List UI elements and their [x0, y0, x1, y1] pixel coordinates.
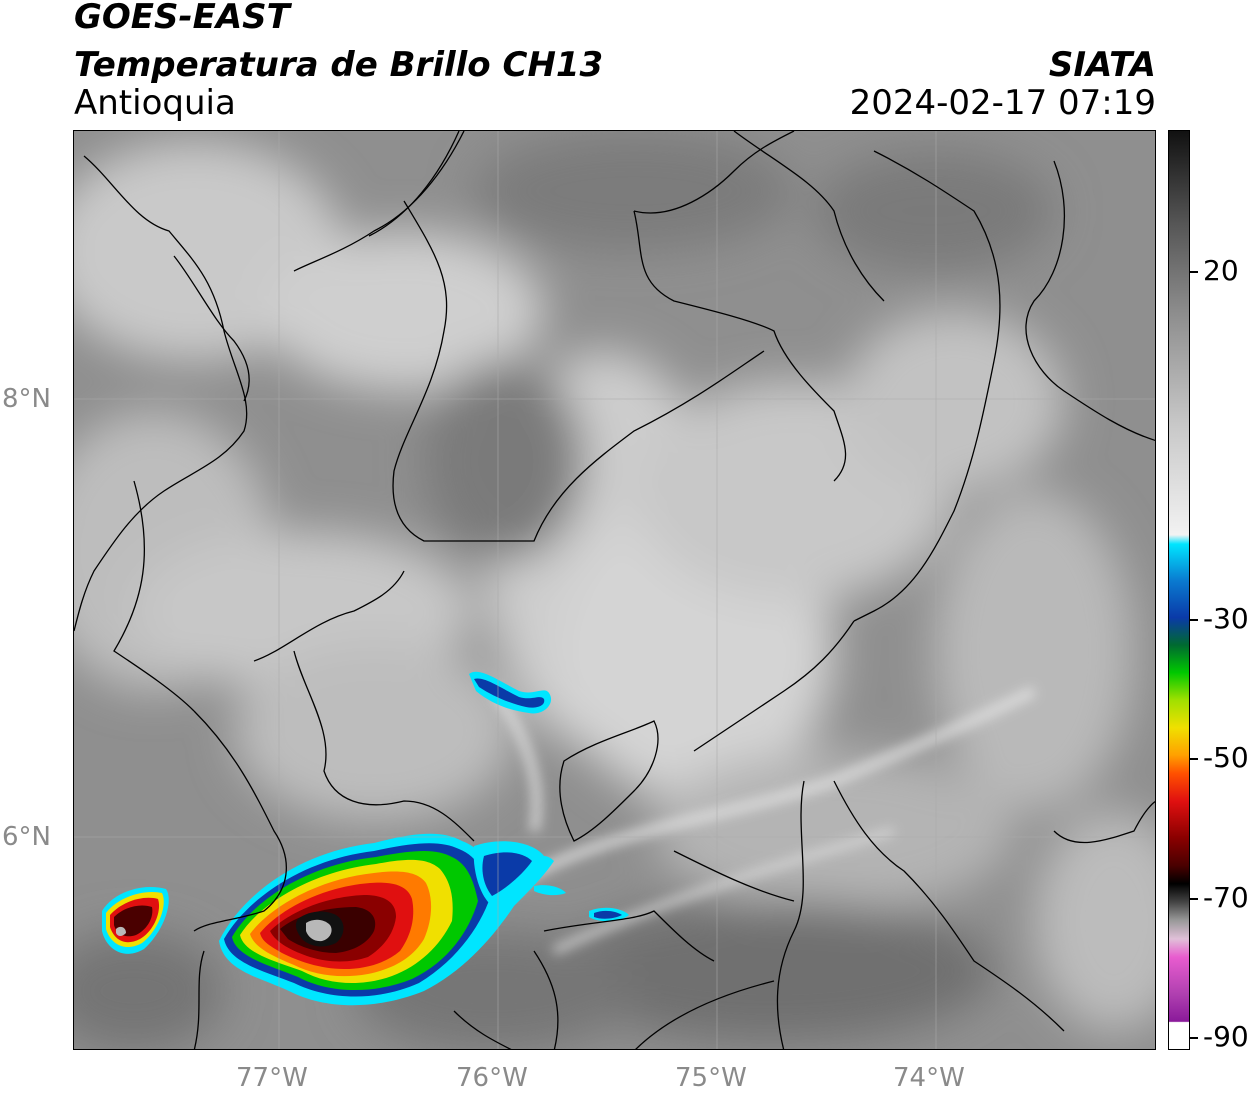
colorbar — [1168, 130, 1190, 1050]
brand-label: SIATA — [1048, 45, 1156, 85]
lat-label-6n: 6°N — [2, 822, 51, 852]
title-line2: Temperatura de Brillo CH13 — [74, 45, 604, 85]
cloud-field — [74, 131, 1155, 1049]
colorbar-tick-neg90 — [1190, 1037, 1198, 1039]
colorbar-label-neg50: -50 — [1203, 741, 1249, 774]
map-panel[interactable] — [73, 130, 1156, 1050]
datetime-label: 2024-02-17 07:19 — [849, 83, 1156, 123]
colorbar-label-neg70: -70 — [1203, 881, 1249, 914]
lon-label-77w: 77°W — [236, 1063, 308, 1093]
colorbar-tick-20 — [1190, 271, 1198, 273]
boundaries — [74, 131, 1155, 1049]
lon-label-76w: 76°W — [456, 1063, 528, 1093]
satellite-map — [74, 131, 1155, 1049]
convective-system-main — [219, 833, 554, 1006]
colorbar-tick-neg70 — [1190, 898, 1198, 900]
lat-label-8n: 8°N — [2, 384, 51, 414]
lon-label-74w: 74°W — [893, 1063, 965, 1093]
cold-cloud-cell-north — [469, 671, 552, 714]
colorbar-label-neg30: -30 — [1203, 602, 1249, 635]
cold-cloud-cell-east — [473, 841, 629, 922]
colorbar-tick-neg30 — [1190, 619, 1198, 621]
convective-cell-west — [102, 887, 169, 954]
lon-label-75w: 75°W — [675, 1063, 747, 1093]
colorbar-label-neg90: -90 — [1203, 1020, 1249, 1053]
graticule — [74, 131, 1155, 1049]
region-label: Antioquia — [74, 83, 236, 123]
title-line1: GOES-EAST — [74, 0, 290, 37]
colorbar-tick-neg50 — [1190, 758, 1198, 760]
colorbar-label-20: 20 — [1203, 254, 1239, 287]
